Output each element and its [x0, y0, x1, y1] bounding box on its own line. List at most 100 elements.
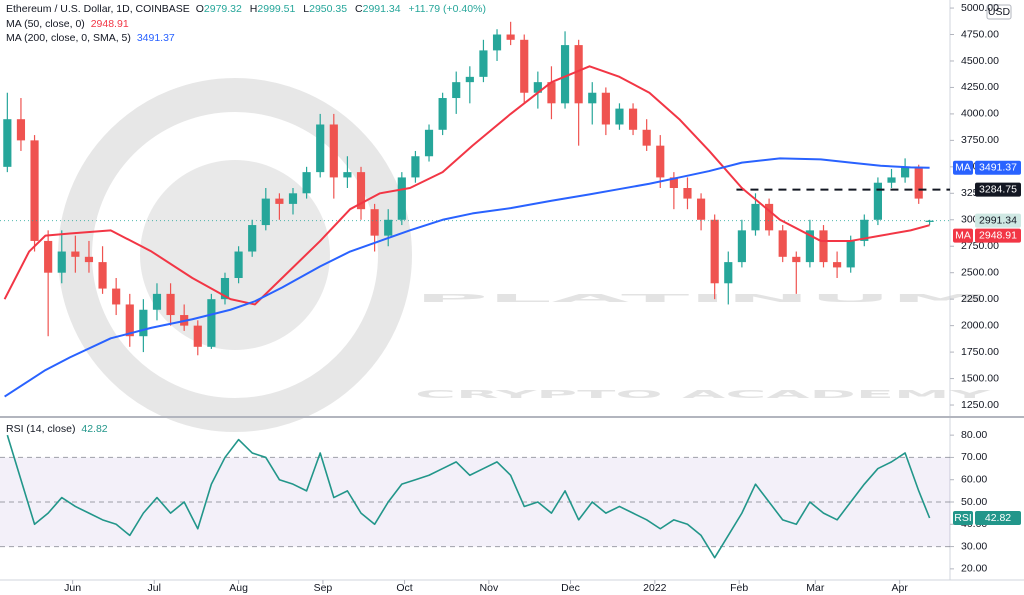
x-tick-label: Sep — [314, 582, 333, 594]
ma-value: 2948.91 — [90, 18, 129, 30]
candle-body — [98, 262, 107, 289]
candle-body — [44, 240, 53, 273]
watermark-text: PLATINUM — [415, 293, 990, 305]
candle-body — [547, 82, 556, 104]
ma-name: MA (200, close, 0, SMA, 5) — [6, 32, 131, 44]
candle-body — [778, 230, 787, 257]
series-line — [6, 434, 931, 559]
rsi-legend: RSI (14, close) 42.82 — [6, 423, 111, 435]
y-tick-label: 70.00 — [961, 451, 987, 463]
candle-body — [71, 251, 80, 257]
unit-box — [986, 4, 1012, 20]
symbol-legend: Ethereum / U.S. Dollar, 1D, COINBASE O29… — [6, 3, 491, 15]
candle-body — [220, 277, 230, 300]
y-tick-label: 4250.00 — [961, 81, 999, 93]
candle-body — [925, 220, 934, 222]
x-tick-label: Aug — [229, 582, 248, 594]
candle-body — [765, 203, 774, 231]
y-tick-label: 2000.00 — [961, 319, 999, 331]
price-tag — [975, 182, 1021, 197]
price-tag-label: 3284.75 — [979, 183, 1017, 195]
candle-body — [316, 124, 325, 173]
candle-body — [574, 45, 583, 104]
ohlc-prefix: C — [355, 3, 363, 15]
candle-body — [424, 129, 434, 157]
candle-body — [411, 156, 420, 178]
candle-body — [914, 166, 923, 199]
x-tick-label: Dec — [561, 582, 580, 594]
candle-body — [30, 140, 39, 241]
candle-body — [207, 299, 216, 347]
candle-body — [343, 172, 352, 178]
ohlc-prefix: L — [303, 3, 310, 15]
rsi-band — [0, 457, 950, 547]
candle-body — [166, 293, 175, 316]
candle-body — [887, 177, 896, 183]
candle-body — [642, 129, 651, 146]
candle-body — [112, 288, 121, 305]
candle-body — [737, 230, 746, 263]
y-tick-label: 2750.00 — [961, 240, 999, 252]
candle-body — [901, 166, 910, 178]
candle-body — [84, 256, 94, 263]
candle-body — [16, 119, 26, 141]
candle-body — [57, 251, 66, 273]
candle-body — [370, 209, 379, 236]
x-tick-label: Feb — [730, 582, 748, 594]
ma-legend: MA (50, close, 0) 2948.91 — [6, 18, 132, 30]
candle-body — [792, 256, 801, 263]
candle-body — [560, 45, 570, 104]
candle-body — [384, 219, 393, 236]
ma-name: MA (50, close, 0) — [6, 18, 85, 30]
x-tick-label: 2022 — [643, 582, 667, 594]
y-tick-label: 60.00 — [961, 473, 987, 485]
price-tag-label: 42.82 — [985, 512, 1011, 524]
candle-body — [397, 177, 406, 220]
ohlc-value: 2991.34 — [362, 3, 401, 15]
y-tick-label: 1500.00 — [961, 372, 999, 384]
y-tick-label: 2500.00 — [961, 266, 999, 278]
candle-body — [710, 219, 719, 284]
tag-prefix: RSI — [954, 512, 972, 524]
ma-value: 3491.37 — [136, 32, 175, 44]
x-tick-label: Apr — [891, 582, 908, 594]
y-tick-label: 2250.00 — [961, 293, 999, 305]
candle-body — [261, 198, 270, 226]
ma-legend: MA (200, close, 0, SMA, 5) 3491.37 — [6, 32, 178, 44]
y-tick-label: 3750.00 — [961, 134, 999, 146]
tag-prefix-box — [953, 228, 973, 243]
candle-body — [751, 203, 760, 231]
x-tick-label: Mar — [806, 582, 825, 594]
series-line — [4, 157, 930, 398]
candle-body — [356, 172, 366, 210]
candle-body — [656, 145, 665, 178]
y-tick-label: 30.00 — [961, 540, 987, 552]
y-tick-label: 50.00 — [961, 496, 987, 508]
candle-body — [139, 309, 148, 337]
watermark-text: CRYPTO ACADEMY — [415, 389, 992, 401]
ohlc-value: 2979.32 — [203, 3, 242, 15]
candle-body — [506, 34, 515, 40]
symbol-title: Ethereum / U.S. Dollar, 1D, COINBASE — [6, 3, 190, 15]
x-tick-label: Nov — [480, 582, 499, 594]
change-value: +11.79 (+0.40%) — [408, 3, 486, 15]
candle-body — [669, 177, 678, 189]
candle-body — [302, 172, 311, 194]
candle-body — [873, 182, 882, 220]
price-tag — [975, 213, 1021, 228]
price-tag — [975, 160, 1021, 175]
candle-body — [846, 240, 855, 268]
candle-body — [452, 82, 461, 99]
y-tick-label: 4000.00 — [961, 108, 999, 120]
candle-body — [248, 225, 257, 252]
y-tick-label: 4500.00 — [961, 55, 999, 67]
ohlc-value: 2999.51 — [257, 3, 296, 15]
x-tick-label: Oct — [396, 582, 412, 594]
candle-body — [125, 304, 134, 337]
tag-prefix-box — [953, 511, 973, 526]
price-tag-label: 3491.37 — [979, 162, 1017, 174]
tag-prefix: MA — [955, 162, 971, 174]
tag-prefix-box — [953, 160, 973, 175]
